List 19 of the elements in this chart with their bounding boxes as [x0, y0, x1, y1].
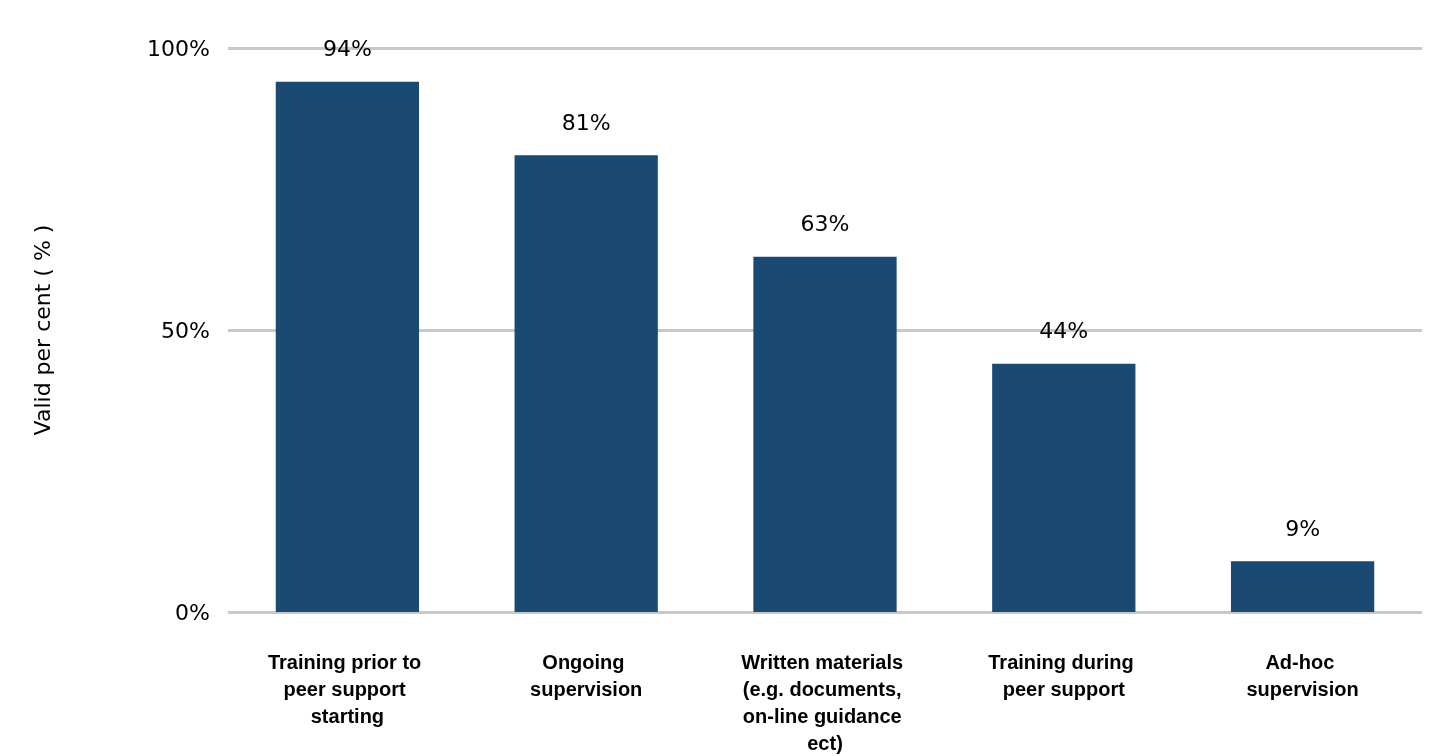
- bar: [992, 363, 1136, 612]
- x-tick-label: Written materials (e.g. documents, on-line guidance ect): [741, 650, 909, 754]
- bar: [1230, 561, 1375, 612]
- x-tick-label: Ad-hoc supervision: [1246, 650, 1359, 700]
- x-tick-label: Training prior to peer support starting: [267, 650, 427, 727]
- bar: [275, 81, 420, 612]
- y-tick-label: 100%: [147, 35, 210, 61]
- bar: [514, 155, 658, 612]
- data-label: 44%: [1039, 318, 1089, 344]
- x-tick-label: Ongoing supervision: [530, 650, 643, 700]
- data-label: 94%: [322, 36, 372, 62]
- data-label: 81%: [561, 109, 611, 135]
- y-tick-label: 0%: [175, 599, 210, 625]
- y-axis-title: Valid per cent ( % ): [29, 224, 55, 436]
- bar: [753, 256, 897, 612]
- x-tick-label: Training during peer support: [988, 650, 1140, 700]
- data-label: 63%: [800, 211, 850, 237]
- data-label: 9%: [1285, 515, 1321, 541]
- y-tick-label: 50%: [161, 317, 210, 343]
